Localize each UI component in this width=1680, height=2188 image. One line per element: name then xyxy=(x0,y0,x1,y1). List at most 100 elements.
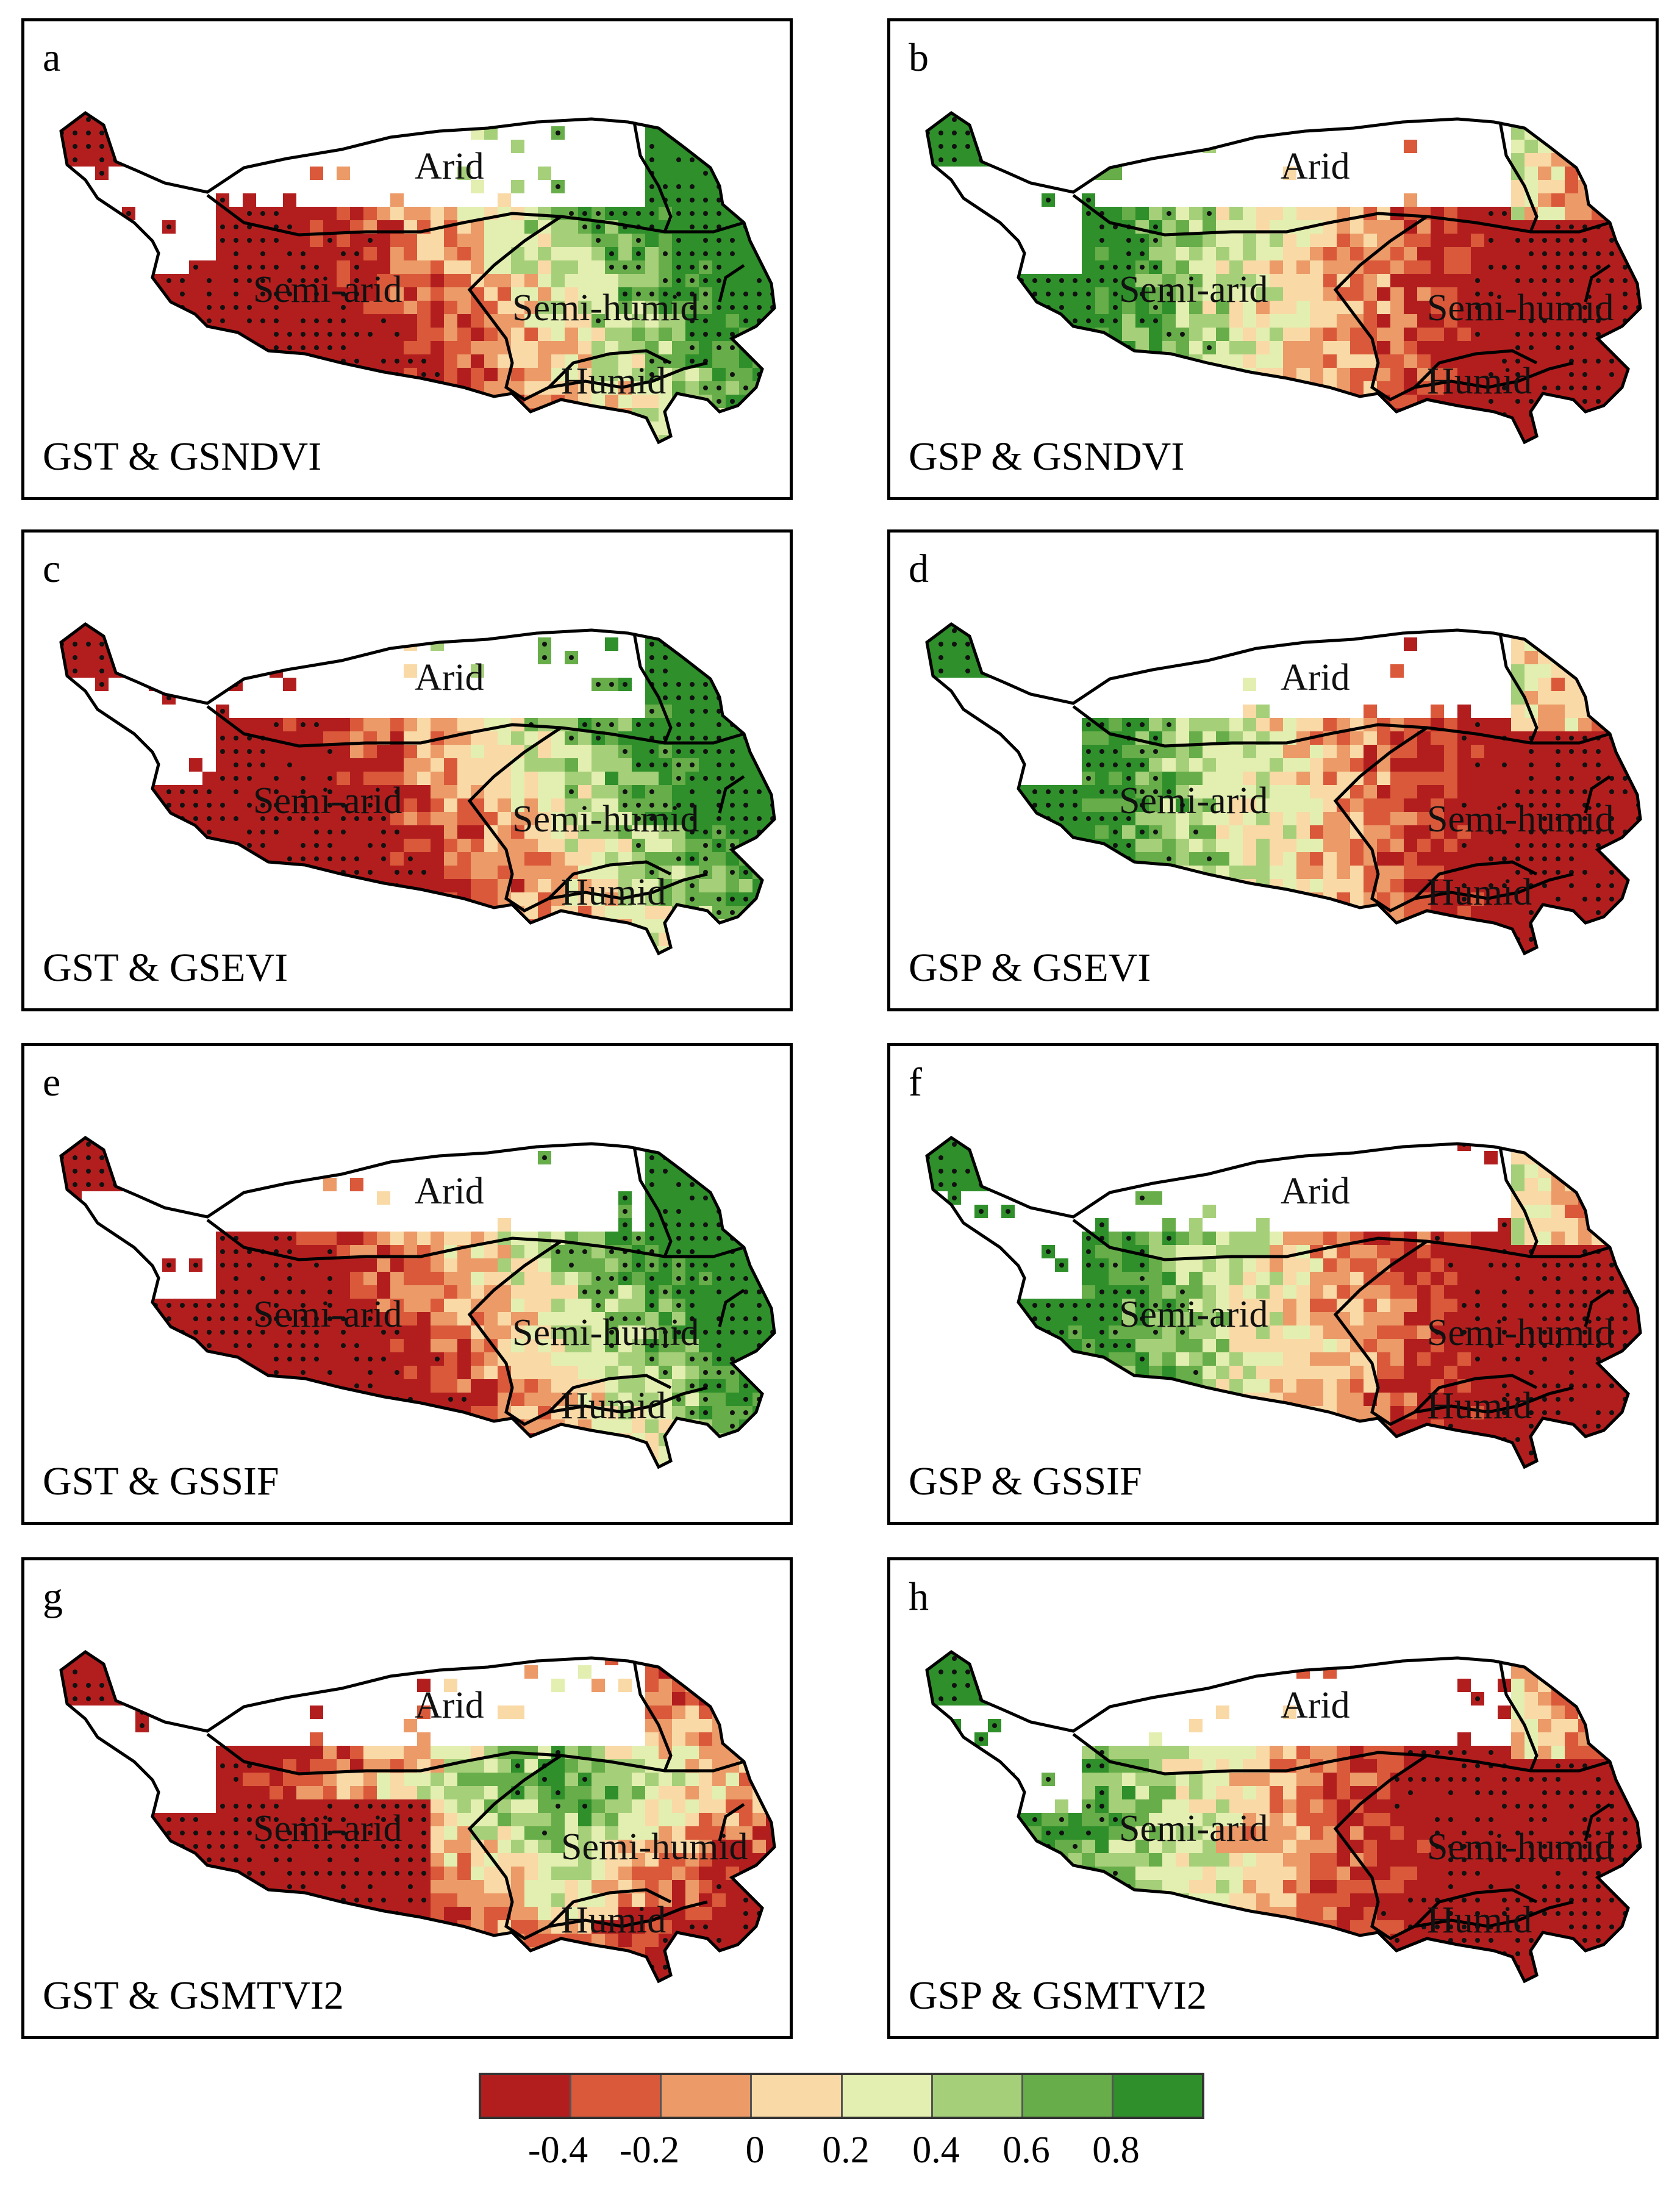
climate-zone-boundary xyxy=(632,1660,673,1771)
panel-label: g xyxy=(43,1574,63,1619)
climate-zone-boundary xyxy=(1498,121,1539,232)
climate-zone-boundary xyxy=(718,1802,745,1842)
zone-label-semi-arid: Semi-arid xyxy=(1119,1294,1268,1335)
zone-label-arid: Arid xyxy=(415,1171,484,1212)
zone-label-arid: Arid xyxy=(415,1685,484,1726)
map-panel-c: Arid Semi-arid Semi-humid Humid c GST & GSE… xyxy=(21,529,793,1011)
tibetan-plateau-map: Arid Semi-arid Semi-humid Humid xyxy=(59,110,776,445)
climate-zone-boundary xyxy=(718,775,745,814)
climate-zone-boundary xyxy=(1584,1802,1611,1842)
legend-tick: 0.4 xyxy=(912,2129,960,2171)
climate-zone-boundary xyxy=(467,726,708,913)
legend-tick: 0.6 xyxy=(1003,2129,1050,2171)
climate-zone-boundary xyxy=(467,1239,708,1426)
plateau-boundary xyxy=(59,622,776,956)
zone-label-semi-humid: Semi-humid xyxy=(512,287,699,329)
legend-tick: 0 xyxy=(745,2129,765,2171)
map-panel-g: Arid Semi-arid Semi-humid Humid g GST & GSM… xyxy=(21,1557,793,2039)
climate-zone-boundary xyxy=(1333,1239,1574,1426)
tibetan-plateau-map: Arid Semi-arid Semi-humid Humid xyxy=(925,1135,1642,1469)
zone-label-semi-humid: Semi-humid xyxy=(561,1826,748,1868)
legend-swatch xyxy=(571,2075,662,2117)
zone-label-semi-arid: Semi-arid xyxy=(1119,780,1268,822)
zone-label-semi-arid: Semi-arid xyxy=(1119,1808,1268,1849)
climate-zone-boundary xyxy=(1584,1288,1611,1327)
zone-label-arid: Arid xyxy=(1281,146,1350,187)
zone-label-humid: Humid xyxy=(1427,1385,1532,1427)
climate-zone-boundary xyxy=(1072,194,1610,237)
plateau-boundary xyxy=(59,110,776,445)
zone-label-semi-arid: Semi-arid xyxy=(253,1294,402,1335)
panel-label: b xyxy=(909,35,929,80)
zone-label-arid: Arid xyxy=(1281,1171,1350,1212)
zone-label-humid: Humid xyxy=(1427,360,1532,402)
map-panel-h: Arid Semi-arid Semi-humid Humid h GSP & GSM… xyxy=(887,1557,1659,2039)
tibetan-plateau-map: Arid Semi-arid Semi-humid Humid xyxy=(59,1649,776,1984)
legend-tick: 0.2 xyxy=(822,2129,870,2171)
zone-label-humid: Humid xyxy=(561,1899,666,1941)
climate-zone-boundary xyxy=(548,1374,672,1413)
tibetan-plateau-map: Arid Semi-arid Semi-humid Humid xyxy=(925,622,1642,956)
climate-zone-boundary xyxy=(548,349,672,389)
climate-zone-boundary xyxy=(206,1219,745,1261)
map-panel-f: Arid Semi-arid Semi-humid Humid f GSP & GSS… xyxy=(887,1043,1659,1525)
climate-zone-boundary xyxy=(206,1733,745,1776)
climate-zone-boundary xyxy=(206,194,745,237)
tibetan-plateau-map: Arid Semi-arid Semi-humid Humid xyxy=(925,1649,1642,1984)
panel-label: f xyxy=(909,1060,922,1105)
panel-title: GST & GSEVI xyxy=(43,945,288,990)
climate-zone-boundary xyxy=(1414,1374,1538,1413)
panel-title: GST & GSNDVI xyxy=(43,434,322,479)
panel-label: e xyxy=(43,1060,61,1105)
panel-title: GSP & GSMTVI2 xyxy=(909,1973,1207,2018)
climate-zone-boundary xyxy=(467,215,708,401)
zone-label-arid: Arid xyxy=(1281,1685,1350,1726)
plateau-boundary xyxy=(925,622,1642,956)
climate-zone-boundary xyxy=(632,1146,673,1257)
zone-label-humid: Humid xyxy=(1427,1899,1532,1941)
climate-zone-boundary xyxy=(1414,1888,1538,1928)
zone-label-semi-arid: Semi-arid xyxy=(253,780,402,822)
legend-swatch xyxy=(932,2075,1023,2117)
map-panel-e: Arid Semi-arid Semi-humid Humid e GST & GSS… xyxy=(21,1043,793,1525)
legend-tick: 0.8 xyxy=(1092,2129,1140,2171)
climate-zone-boundary xyxy=(1498,1146,1539,1257)
zone-label-arid: Arid xyxy=(1281,657,1350,698)
plateau-boundary xyxy=(925,1135,1642,1469)
climate-zone-boundary xyxy=(206,705,745,748)
climate-zone-boundary xyxy=(632,633,673,744)
climate-zone-boundary xyxy=(1333,1754,1574,1940)
legend-colorbar xyxy=(479,2073,1204,2119)
climate-zone-boundary xyxy=(718,264,745,303)
tibetan-plateau-map: Arid Semi-arid Semi-humid Humid xyxy=(59,622,776,956)
zone-label-semi-humid: Semi-humid xyxy=(1427,287,1614,329)
panel-label: d xyxy=(909,547,929,591)
map-panel-a: Arid Semi-arid Semi-humid Humid a GST & GSN… xyxy=(21,18,793,500)
plateau-boundary xyxy=(59,1135,776,1469)
tibetan-plateau-map: Arid Semi-arid Semi-humid Humid xyxy=(925,110,1642,445)
zone-label-semi-humid: Semi-humid xyxy=(1427,798,1614,840)
panel-title: GSP & GSEVI xyxy=(909,945,1151,990)
climate-zone-boundary xyxy=(467,1754,708,1940)
zone-label-semi-humid: Semi-humid xyxy=(512,798,699,840)
map-panel-d: Arid Semi-arid Semi-humid Humid d GSP & GSE… xyxy=(887,529,1659,1011)
tibetan-plateau-map: Arid Semi-arid Semi-humid Humid xyxy=(59,1135,776,1469)
color-legend xyxy=(479,2073,1210,2122)
zone-label-semi-arid: Semi-arid xyxy=(253,1808,402,1849)
climate-zone-boundary xyxy=(1498,1660,1539,1771)
legend-swatch xyxy=(662,2075,752,2117)
zone-label-semi-arid: Semi-arid xyxy=(253,269,402,310)
zone-label-humid: Humid xyxy=(561,872,666,913)
panel-label: c xyxy=(43,547,61,591)
zone-label-semi-arid: Semi-arid xyxy=(1119,269,1268,310)
climate-zone-boundary xyxy=(1072,1733,1610,1776)
zone-label-semi-humid: Semi-humid xyxy=(512,1312,699,1354)
panel-title: GST & GSMTVI2 xyxy=(43,1973,344,2018)
panel-label: a xyxy=(43,35,61,80)
legend-swatch xyxy=(1023,2075,1113,2117)
panel-title: GST & GSSIF xyxy=(43,1459,279,1504)
zone-label-semi-humid: Semi-humid xyxy=(1427,1312,1614,1354)
panel-title: GSP & GSSIF xyxy=(909,1459,1142,1504)
climate-zone-boundary xyxy=(632,121,673,232)
climate-zone-boundary xyxy=(1414,349,1538,389)
